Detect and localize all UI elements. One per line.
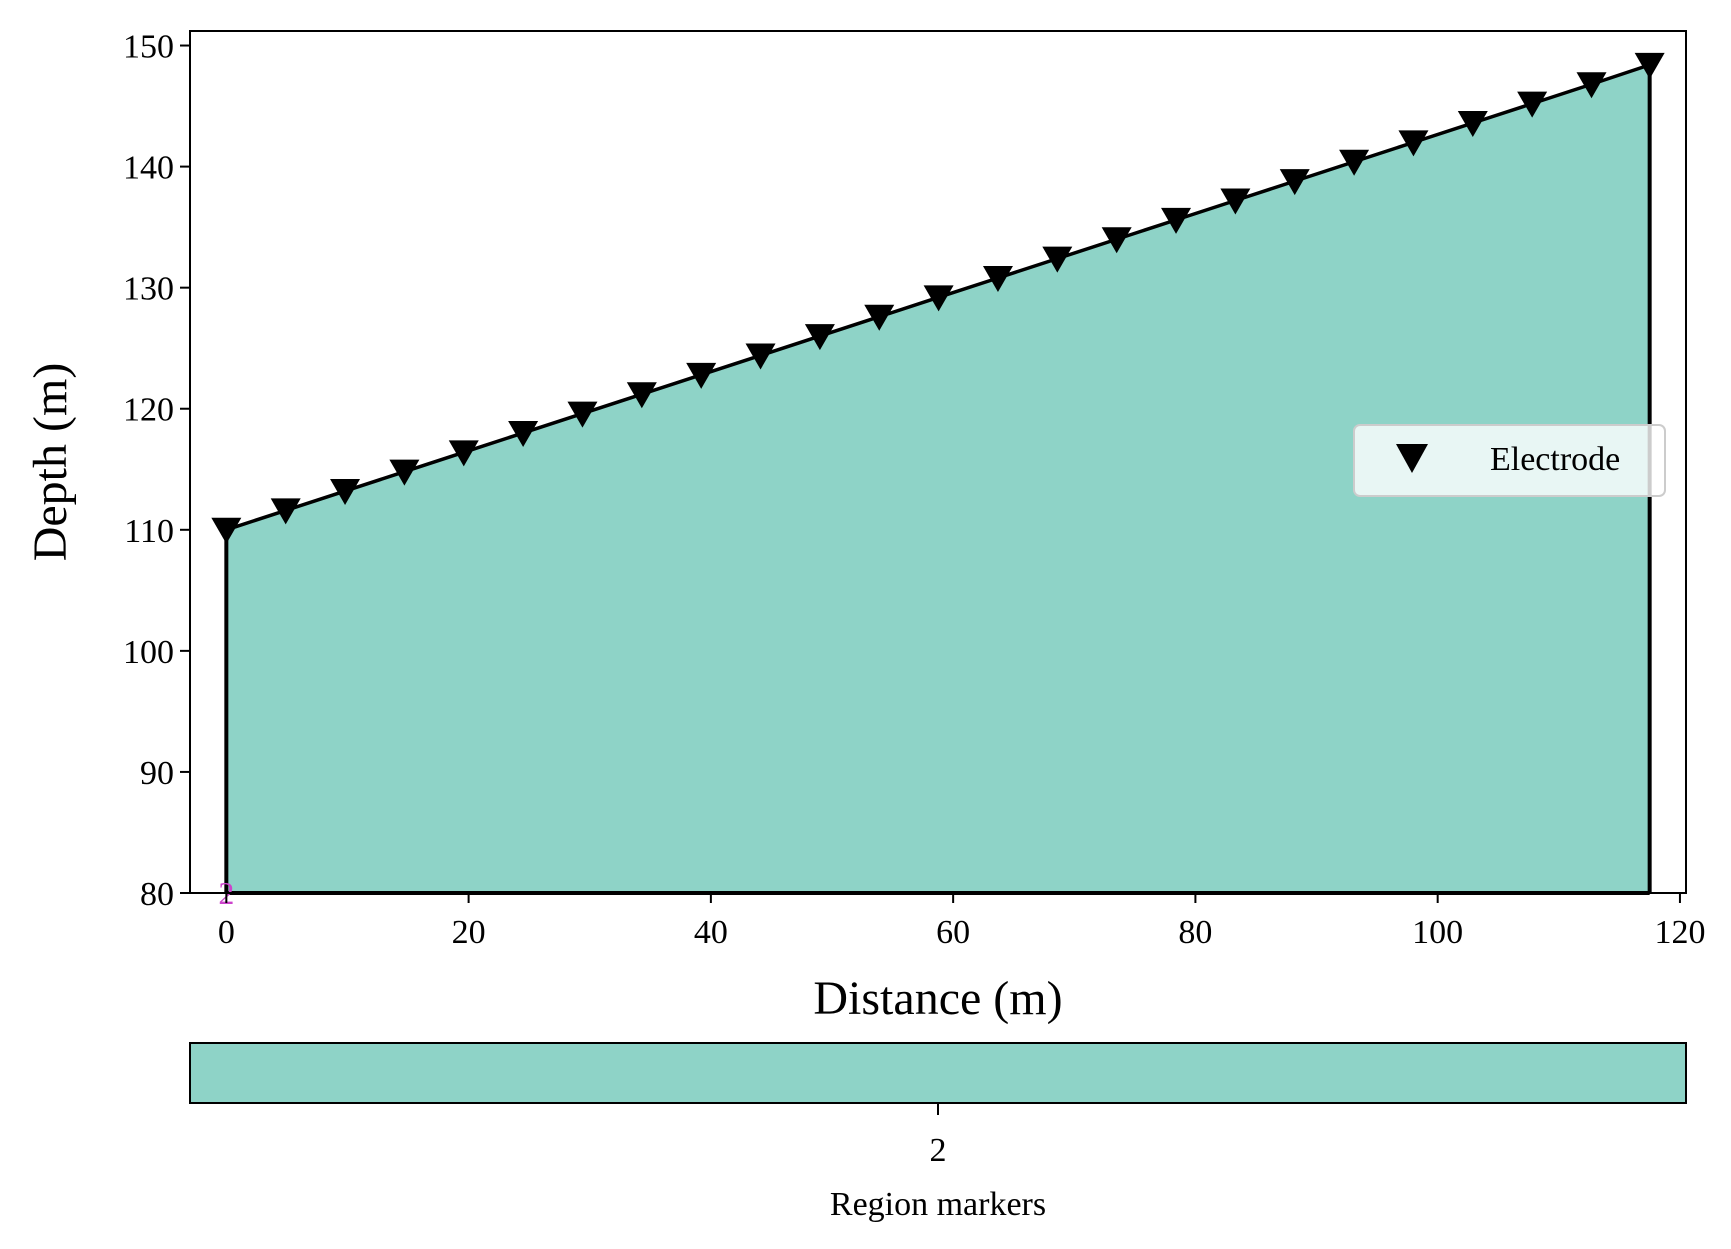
x-tick-label: 60 bbox=[936, 914, 970, 951]
electrode-marker bbox=[864, 304, 895, 331]
electrode-marker bbox=[923, 285, 954, 312]
y-tick-label: 150 bbox=[123, 29, 174, 66]
electrode-marker bbox=[508, 420, 539, 447]
x-tick-label: 0 bbox=[218, 914, 235, 951]
axes-frame bbox=[189, 30, 1687, 894]
y-tick-label: 130 bbox=[123, 271, 174, 308]
electrode-marker bbox=[1634, 52, 1665, 79]
x-tick-label: 80 bbox=[1178, 914, 1212, 951]
y-tick-label: 110 bbox=[124, 513, 174, 550]
electrode-marker bbox=[1101, 227, 1132, 254]
legend-label-electrode: Electrode bbox=[1490, 441, 1620, 478]
y-tick-label: 80 bbox=[140, 876, 174, 913]
x-tick-label: 40 bbox=[694, 914, 728, 951]
plot-area: 2 bbox=[211, 52, 1665, 911]
electrode-marker bbox=[1161, 207, 1192, 234]
colorbar-tick-label: 2 bbox=[930, 1132, 947, 1169]
electrode-marker bbox=[389, 459, 420, 486]
y-tick-label: 90 bbox=[140, 755, 174, 792]
electrode-marker bbox=[626, 382, 657, 409]
colorbar-label: Region markers bbox=[830, 1186, 1046, 1223]
legend: Electrode bbox=[1353, 424, 1666, 497]
electrode-marker bbox=[1398, 130, 1429, 157]
y-axis: 80 90 100 110 120 130 140 150 bbox=[123, 29, 190, 913]
electrode-marker bbox=[982, 265, 1013, 292]
electrode-marker bbox=[330, 479, 361, 506]
electrode-marker bbox=[1457, 111, 1488, 138]
electrode-marker bbox=[567, 401, 598, 428]
x-axis-label: Distance (m) bbox=[813, 972, 1062, 1025]
region-fill bbox=[226, 64, 1650, 894]
x-tick-label: 100 bbox=[1412, 914, 1463, 951]
colorbar-swatch bbox=[189, 1042, 1687, 1104]
x-tick-label: 20 bbox=[452, 914, 486, 951]
electrode-marker bbox=[745, 343, 776, 370]
electrode-markers bbox=[211, 52, 1665, 544]
y-tick-label: 100 bbox=[123, 634, 174, 671]
electrode-marker bbox=[1339, 149, 1370, 176]
colorbar: 2 Region markers bbox=[189, 1042, 1687, 1223]
y-tick-label: 120 bbox=[123, 392, 174, 429]
legend-marker-electrode bbox=[1396, 444, 1428, 473]
electrode-marker bbox=[1576, 72, 1607, 99]
legend-box bbox=[1353, 424, 1666, 497]
electrode-marker bbox=[1220, 188, 1251, 215]
electrode-marker bbox=[448, 440, 479, 467]
electrode-marker bbox=[686, 362, 717, 389]
electrode-marker bbox=[804, 324, 835, 351]
y-tick-label: 140 bbox=[123, 150, 174, 187]
electrode-marker bbox=[1517, 91, 1548, 118]
x-tick-label: 120 bbox=[1654, 914, 1705, 951]
electrode-marker bbox=[1279, 169, 1310, 196]
x-axis: 0 20 40 60 80 100 120 bbox=[218, 893, 1705, 951]
y-axis-label: Depth (m) bbox=[24, 363, 77, 562]
electrode-marker bbox=[270, 498, 301, 525]
electrode-marker bbox=[1042, 246, 1073, 273]
electrode-marker bbox=[211, 517, 242, 544]
